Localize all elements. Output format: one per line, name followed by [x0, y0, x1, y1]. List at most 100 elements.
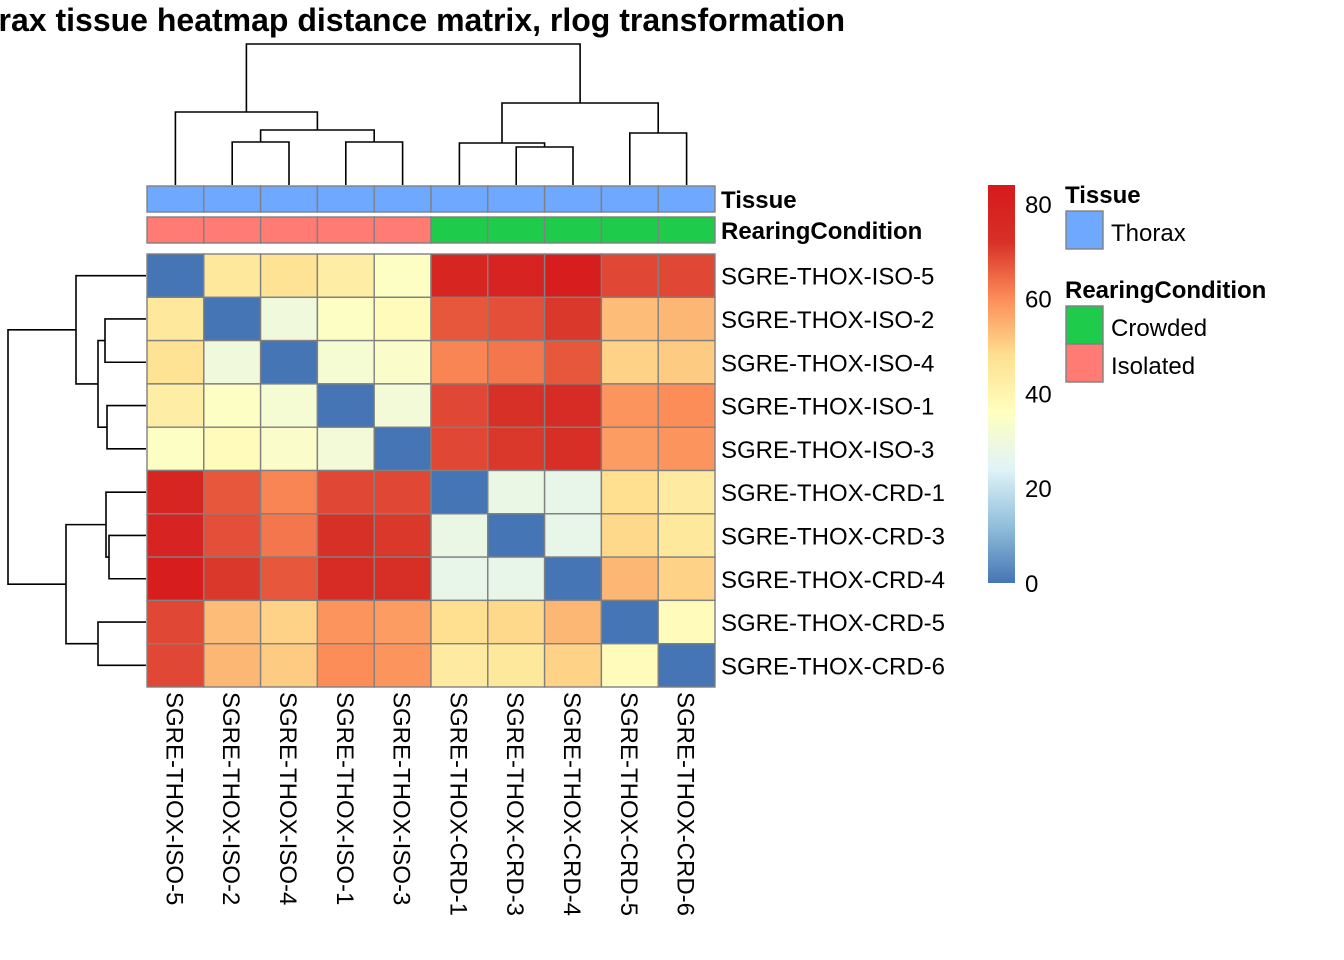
row-label: SGRE-THOX-ISO-1 [721, 394, 934, 421]
heatmap-cell [600, 513, 659, 558]
heatmap-cell [316, 513, 375, 558]
color-bar-tick-label: 0 [1025, 571, 1038, 598]
heatmap-cell [657, 296, 716, 342]
heatmap-cell [543, 296, 603, 342]
heatmap-cell [316, 296, 375, 342]
color-bar [988, 185, 1015, 583]
heatmap-cell [146, 383, 205, 428]
column-label: SGRE-THOX-CRD-1 [444, 692, 471, 916]
heatmap-cell [543, 339, 603, 385]
column-label: SGRE-THOX-CRD-3 [501, 692, 528, 916]
legend-swatch [1065, 305, 1104, 345]
heatmap-cell [259, 296, 319, 342]
heatmap-cell [430, 296, 489, 342]
legend-title: Tissue [1065, 182, 1141, 209]
heatmap-cell [203, 556, 262, 602]
heatmap-cell [146, 296, 205, 342]
heatmap-cell [657, 383, 716, 428]
color-bar-tick-label: 40 [1025, 381, 1052, 408]
heatmap-cell [657, 513, 716, 558]
annotation-cell [487, 185, 546, 213]
heatmap-cell [203, 426, 262, 472]
heatmap-cell [146, 643, 205, 688]
heatmap-cell [259, 513, 319, 558]
heatmap-cell [146, 469, 205, 515]
heatmap-cell [373, 513, 432, 558]
heatmap-cell [657, 339, 716, 385]
heatmap-cell [259, 253, 319, 298]
heatmap-cell [487, 253, 546, 298]
dendrogram-branch [65, 523, 106, 645]
heatmap-cell [316, 426, 375, 472]
annotation-cell [657, 185, 716, 213]
annotation-cell [430, 216, 489, 244]
row-label: SGRE-THOX-CRD-1 [721, 480, 945, 507]
heatmap-cell [316, 339, 375, 385]
heatmap-cell [373, 383, 432, 428]
heatmap-cell [487, 469, 546, 515]
chart-title: orax tissue heatmap distance matrix, rlo… [0, 2, 845, 38]
legend-swatch [1065, 210, 1104, 250]
heatmap-cell [259, 643, 319, 688]
heatmap-cell [487, 339, 546, 385]
heatmap-cell [373, 253, 432, 298]
heatmap-cell [203, 296, 262, 342]
annotation-cell [203, 216, 262, 244]
row-dendrogram [7, 274, 146, 667]
color-bar-tick-label: 60 [1025, 287, 1052, 314]
heatmap-cell [487, 643, 546, 688]
legend-title: RearingCondition [1065, 277, 1266, 304]
column-label: SGRE-THOX-ISO-3 [388, 692, 415, 905]
heatmap-cell [430, 599, 489, 645]
column-label: SGRE-THOX-ISO-1 [331, 692, 358, 905]
heatmap-cell [543, 426, 603, 472]
row-label: SGRE-THOX-CRD-3 [721, 523, 945, 550]
annotation-track-label: RearingCondition [721, 218, 922, 245]
heatmap-cell [316, 556, 375, 602]
heatmap-cell [146, 339, 205, 385]
heatmap-cells [146, 253, 716, 688]
heatmap-cell [373, 339, 432, 385]
heatmap-cell [657, 643, 716, 688]
annotation-cell [259, 185, 319, 213]
heatmap-cell [657, 469, 716, 515]
dendrogram-branch [231, 141, 290, 185]
heatmap-cell [543, 383, 603, 428]
column-label: SGRE-THOX-CRD-4 [558, 692, 585, 916]
heatmap-cell [203, 339, 262, 385]
heatmap-cell [373, 599, 432, 645]
dendrogram-branch [501, 102, 660, 143]
heatmap-cell [487, 599, 546, 645]
heatmap-cell [657, 253, 716, 298]
heatmap-cell [543, 253, 603, 298]
heatmap-cell [203, 253, 262, 298]
heatmap-cell [600, 469, 659, 515]
heatmap-cell [316, 253, 375, 298]
row-label: SGRE-THOX-ISO-3 [721, 437, 934, 464]
dendrogram-branch [75, 274, 146, 385]
legend-item-label: Crowded [1111, 315, 1207, 342]
heatmap-cell [430, 556, 489, 602]
heatmap-cell [316, 599, 375, 645]
dendrogram-branch [106, 404, 146, 450]
annotation-legend: Tissue Thorax RearingCondition Crowded Isola… [1065, 182, 1266, 383]
heatmap-cell [487, 426, 546, 472]
dendrogram-branch [105, 491, 146, 558]
dendrogram-branch [104, 318, 146, 364]
row-label: SGRE-THOX-CRD-4 [721, 567, 945, 594]
heatmap-cell [259, 469, 319, 515]
dendrogram-branch [515, 146, 574, 185]
color-bar-tick-label: 20 [1025, 476, 1052, 503]
heatmap-cell [259, 383, 319, 428]
annotation-cell [430, 185, 489, 213]
column-label: SGRE-THOX-ISO-4 [274, 692, 301, 905]
heatmap-cell [600, 339, 659, 385]
heatmap-cell [600, 296, 659, 342]
annotation-cell [146, 216, 205, 244]
heatmap-cell [146, 513, 205, 558]
heatmap-cell [430, 426, 489, 472]
annotation-cell [373, 185, 432, 213]
heatmap-cell [430, 339, 489, 385]
heatmap-cell [146, 556, 205, 602]
